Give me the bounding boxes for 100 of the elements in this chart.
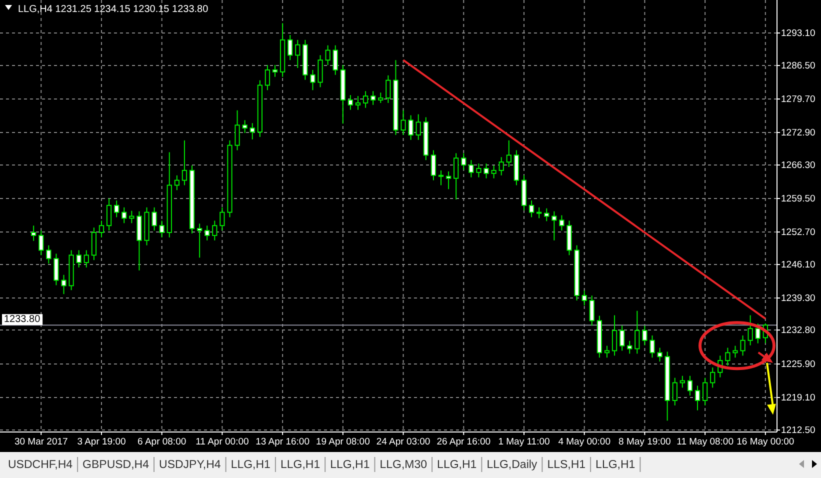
x-tick-label: 26 Apr 16:00 [436, 436, 491, 448]
candlestick [106, 198, 112, 232]
candlestick [250, 122, 255, 140]
candlestick [650, 334, 655, 358]
text: GBPUSD,H4 [82, 459, 150, 471]
candlestick [498, 156, 504, 176]
y-tick-label: 1293.10 [781, 28, 816, 40]
candlestick [122, 206, 127, 224]
candlestick [416, 114, 421, 140]
x-tick-label: 19 Apr 08:00 [316, 436, 370, 448]
candlestick [672, 377, 678, 406]
candlestick [91, 227, 97, 261]
candlestick [634, 310, 640, 354]
candlestick [461, 152, 466, 170]
candlestick [612, 314, 618, 356]
x-tick-label: 8 May 19:00 [618, 436, 671, 448]
candlestick [76, 250, 82, 268]
candlestick [430, 150, 436, 181]
x-tick-label: 6 Apr 08:00 [138, 436, 186, 448]
candlestick [710, 366, 716, 388]
candlestick [234, 110, 240, 151]
candlestick [54, 253, 59, 286]
candlestick [98, 220, 104, 238]
candlestick [491, 165, 496, 179]
y-tick-label: 1272.90 [781, 128, 816, 139]
text: LLG,Daily [486, 459, 538, 471]
candlestick [604, 345, 610, 358]
text: LLG,H1 [280, 459, 320, 471]
candlestick [370, 90, 376, 106]
candlestick [84, 250, 89, 268]
candlestick [468, 160, 474, 178]
candlestick [642, 325, 648, 346]
text: USDCHF,H4 [8, 459, 74, 471]
candlestick [544, 208, 550, 222]
x-tick-label: 4 May 00:00 [558, 436, 610, 448]
candlestick [687, 375, 693, 396]
candlestick [31, 225, 36, 242]
candlestick [582, 290, 587, 306]
y-tick-label: 1225.90 [781, 359, 816, 370]
chart-title: LLG,H4 1231.25 1234.15 1230.15 1233.80 [18, 4, 209, 15]
x-tick-label: 11 May 08:00 [676, 436, 734, 448]
x-tick-label: 11 Apr 00:00 [196, 436, 249, 448]
candlestick [725, 347, 730, 366]
candlestick [212, 220, 218, 241]
candlestick [220, 206, 225, 232]
candlestick [272, 64, 278, 78]
candlestick [748, 314, 753, 346]
text: LLS,H1 [547, 459, 586, 471]
candlestick [310, 69, 316, 91]
text: LLG,H1 [437, 459, 477, 471]
y-tick-label: 1266.30 [781, 160, 816, 172]
y-tick-label: 1219.10 [781, 392, 816, 404]
candlestick [484, 163, 489, 179]
y-tick-label: 1239.30 [781, 293, 816, 304]
candlestick [196, 223, 202, 258]
candlestick [702, 377, 708, 406]
candlestick [400, 110, 406, 136]
candlestick [732, 345, 738, 358]
x-tick-label: 13 Apr 16:00 [256, 436, 310, 448]
candlestick [386, 74, 391, 104]
y-tick-label: 1246.10 [781, 260, 816, 271]
text: LLG,H1 [230, 459, 270, 471]
candlestick [355, 96, 361, 110]
candlestick [476, 163, 482, 178]
candlestick [619, 325, 625, 352]
candlestick [204, 225, 210, 241]
candlestick [755, 323, 760, 344]
candlestick [362, 90, 368, 108]
candlestick [152, 206, 157, 232]
x-tick-label: 24 Apr 03:00 [376, 436, 430, 448]
candlestick [159, 220, 164, 238]
y-tick-label: 1212.50 [781, 425, 816, 436]
candlestick [657, 347, 662, 362]
candlestick [378, 92, 384, 104]
text: LLG,H1 [596, 459, 636, 471]
candlestick [174, 174, 180, 191]
x-tick-label: 30 Mar 2017 [14, 436, 68, 448]
candlestick [264, 64, 270, 91]
x-tick-label: 3 Apr 19:00 [77, 436, 126, 448]
candlestick [559, 214, 564, 232]
candlestick [332, 44, 338, 76]
text: LLG,M30 [380, 459, 428, 471]
candlestick [46, 244, 52, 264]
candlestick [438, 170, 444, 186]
candlestick [348, 94, 354, 110]
candlestick [295, 39, 300, 68]
text: LLG,H1 [330, 459, 370, 471]
candlestick [61, 274, 66, 295]
candlestick [114, 200, 120, 218]
y-tick-label: 1259.50 [781, 194, 816, 205]
candlestick [506, 140, 512, 168]
candlestick [129, 210, 134, 224]
candlestick [552, 210, 557, 241]
y-tick-label: 1252.70 [781, 227, 816, 238]
candlestick [182, 140, 188, 186]
candlestick [288, 34, 293, 61]
text: USDJPY,H4 [159, 459, 222, 471]
candlestick [408, 114, 414, 140]
ref-line-label: 1233.80 [4, 314, 41, 326]
candlestick [446, 170, 452, 190]
